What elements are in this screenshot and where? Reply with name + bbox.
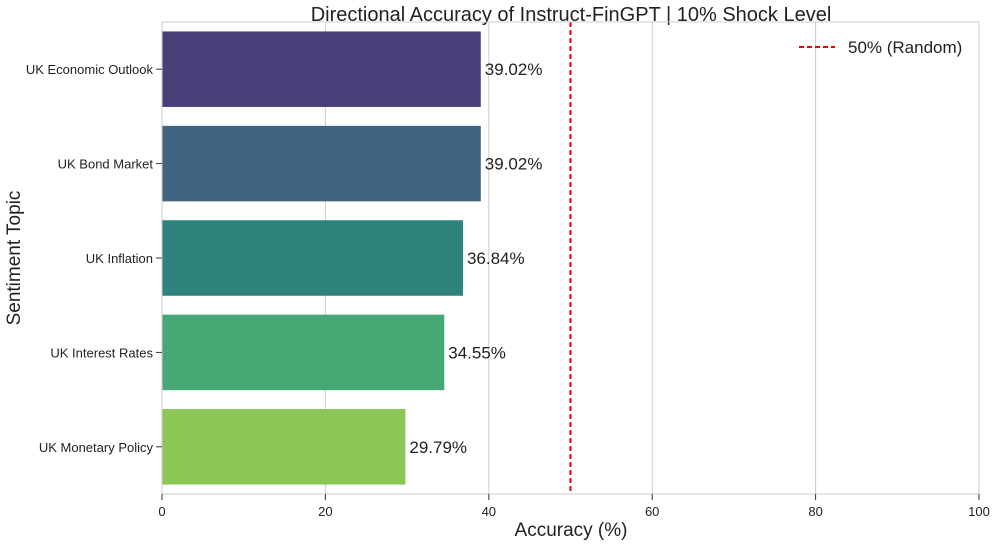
bar-0 [162, 31, 481, 107]
bar-2 [162, 220, 463, 296]
bar-1 [162, 125, 481, 202]
y-axis-label: Sentiment Topic [4, 191, 25, 326]
x-tick-label-40: 40 [482, 504, 496, 519]
data-label-1: 39.02% [485, 155, 543, 174]
y-tick-label-3: UK Interest Rates [50, 345, 153, 360]
y-tick-label-2: UK Inflation [86, 251, 153, 266]
x-axis-label: Accuracy (%) [515, 520, 628, 541]
y-tick-label-0: UK Economic Outlook [26, 62, 154, 77]
y-tick-label-1: UK Bond Market [58, 157, 154, 172]
data-label-2: 36.84% [467, 249, 525, 268]
y-axis-ticks: UK Economic Outlook UK Bond Market UK Infl… [26, 62, 162, 455]
data-label-3: 34.55% [448, 343, 506, 362]
x-axis-ticks: 0 20 40 60 80 100 [158, 494, 990, 519]
bar-3 [162, 314, 445, 391]
data-label-0: 39.02% [485, 60, 543, 79]
chart-title: Directional Accuracy of Instruct-FinGPT … [311, 4, 832, 26]
legend-label: 50% (Random) [848, 38, 962, 57]
bars: 39.02% 39.02% 36.84% 34.55% 29.79% [162, 31, 543, 485]
x-tick-label-0: 0 [158, 504, 165, 519]
data-label-4: 29.79% [409, 438, 467, 457]
x-tick-label-80: 80 [808, 504, 822, 519]
x-tick-label-60: 60 [645, 504, 659, 519]
legend: 50% (Random) [799, 38, 962, 57]
x-tick-label-100: 100 [968, 504, 990, 519]
bar-4 [162, 409, 406, 485]
x-tick-label-20: 20 [318, 504, 332, 519]
y-tick-label-4: UK Monetary Policy [39, 440, 154, 455]
